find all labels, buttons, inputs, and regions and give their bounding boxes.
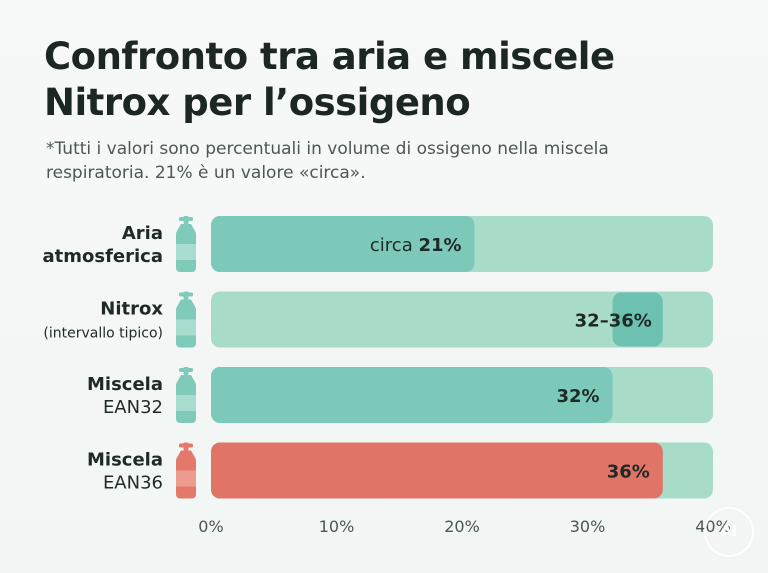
gas-cylinder-icon <box>176 216 196 272</box>
cylinder-handle <box>179 292 193 297</box>
cylinder-handle <box>179 443 193 448</box>
bar-data-label: 32% <box>557 386 600 407</box>
gas-cylinder-icon <box>176 291 196 348</box>
cylinder-neck <box>177 375 195 382</box>
cylinder-band <box>176 319 196 336</box>
bar <box>211 367 613 423</box>
cylinder-neck <box>177 299 195 307</box>
cylinder-neck <box>177 450 195 458</box>
bar-data-label: 32–36% <box>575 311 652 332</box>
x-tick-label: 0% <box>198 517 223 536</box>
bar-data-label-value: 36% <box>607 462 650 483</box>
ai-watermark-logo: AI <box>704 507 754 557</box>
category-label-line1: Nitrox <box>100 299 163 320</box>
cylinder-band <box>176 244 196 260</box>
category-label-line2: (intervallo tipico) <box>43 326 163 342</box>
bar-data-label: circa 21% <box>370 235 462 256</box>
category-label-line2: EAN32 <box>103 397 163 418</box>
cylinder-band <box>176 470 196 487</box>
x-tick-label: 30% <box>570 517 606 536</box>
cylinder-band <box>176 395 196 411</box>
category-label-line2: EAN36 <box>103 473 163 494</box>
gas-cylinder-icon <box>176 442 196 499</box>
bar-track <box>211 291 713 348</box>
category-label-line1: Miscela <box>87 374 163 395</box>
bar-data-label-prefix: circa <box>370 235 419 256</box>
category-label-line1: Aria <box>122 223 163 244</box>
cylinder-handle <box>179 217 193 221</box>
bar-data-label-value: 21% <box>418 235 461 256</box>
gas-cylinder-icon <box>176 367 196 423</box>
bar <box>211 442 663 499</box>
cylinder-neck <box>177 224 195 231</box>
x-tick-label: 20% <box>444 517 480 536</box>
bar-data-label-value: 32% <box>557 386 600 407</box>
chart-subtitle: *Tutti i valori sono percentuali in volu… <box>46 139 609 183</box>
bar-range <box>612 292 663 347</box>
bar <box>211 216 475 272</box>
category-label-line2: atmosferica <box>43 246 164 267</box>
cylinder-handle <box>179 368 193 372</box>
category-label-line1: Miscela <box>87 450 163 471</box>
bar-data-label: 36% <box>607 462 650 483</box>
chart-title: Confronto tra aria e miscele Nitrox per … <box>44 35 615 124</box>
bar-data-label-value: 32–36% <box>575 311 652 332</box>
x-tick-label: 10% <box>319 517 355 536</box>
